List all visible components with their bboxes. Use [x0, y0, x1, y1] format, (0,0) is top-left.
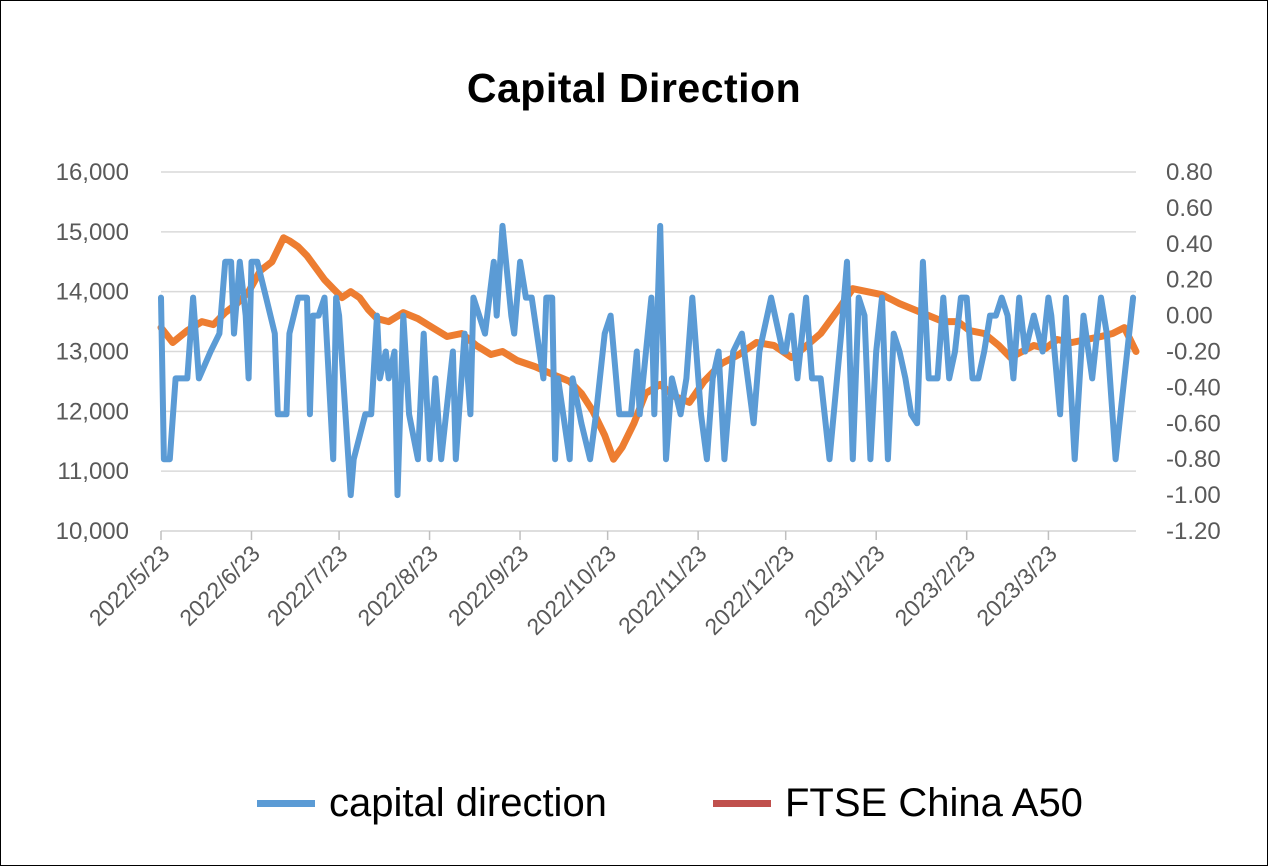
left-tick-label: 11,000 [57, 458, 129, 485]
x-tick-label: 2022/8/23 [352, 540, 443, 631]
right-tick-label: 0.60 [1166, 195, 1213, 222]
right-tick-label: -1.00 [1166, 482, 1221, 509]
left-tick-label: 14,000 [56, 279, 129, 306]
x-tick-label: 2022/11/23 [613, 540, 712, 639]
chart-title: Capital Direction [466, 65, 802, 111]
left-tick-label: 10,000 [56, 518, 129, 545]
legend-label-ftse-china-a50: FTSE China A50 [785, 780, 1083, 825]
x-tick-label: 2022/5/23 [84, 540, 175, 631]
x-tick-label: 2023/3/23 [971, 540, 1062, 631]
right-tick-label: -0.20 [1166, 339, 1221, 366]
x-tick-label: 2022/10/23 [521, 540, 621, 640]
x-tick-label: 2022/9/23 [443, 540, 534, 631]
legend: capital direction FTSE China A50 [1, 773, 1267, 833]
series-layer [157, 222, 1140, 499]
x-tick-label: 2022/7/23 [262, 540, 353, 631]
series-line-capital-direction [158, 222, 1137, 499]
left-tick-label: 16,000 [56, 159, 129, 186]
x-tick-label: 2023/2/23 [889, 540, 980, 631]
right-tick-label: -1.20 [1166, 518, 1221, 545]
right-tick-label: 0.00 [1166, 303, 1213, 330]
legend-item-ftse-china-a50: FTSE China A50 [713, 773, 1083, 833]
right-tick-label: 0.80 [1166, 159, 1213, 186]
left-axis: 10,000 11,000 12,000 13,000 14,000 15,000 16,0… [56, 159, 129, 545]
left-tick-label: 12,000 [56, 398, 129, 425]
left-tick-label: 13,000 [56, 339, 129, 366]
right-tick-label: 0.40 [1166, 231, 1213, 258]
legend-label-capital-direction: capital direction [329, 780, 607, 825]
right-tick-label: 0.20 [1166, 267, 1213, 294]
right-tick-label: -0.80 [1166, 446, 1221, 473]
x-tick-label: 2023/1/23 [799, 540, 890, 631]
legend-swatch-capital-direction [257, 799, 315, 807]
series-line-ftse-china-a50 [157, 234, 1140, 463]
legend-item-capital-direction: capital direction [257, 773, 607, 833]
right-tick-label: -0.40 [1166, 374, 1221, 401]
x-tick-label: 2022/12/23 [699, 540, 799, 640]
legend-swatch-ftse-china-a50 [713, 799, 771, 807]
right-axis: -1.20 -1.00 -0.80 -0.60 -0.40 -0.20 0.00 0.20 0.… [1166, 159, 1221, 545]
left-tick-label: 15,000 [56, 219, 129, 246]
x-tick-label: 2022/6/23 [174, 540, 265, 631]
right-tick-label: -0.60 [1166, 410, 1221, 437]
